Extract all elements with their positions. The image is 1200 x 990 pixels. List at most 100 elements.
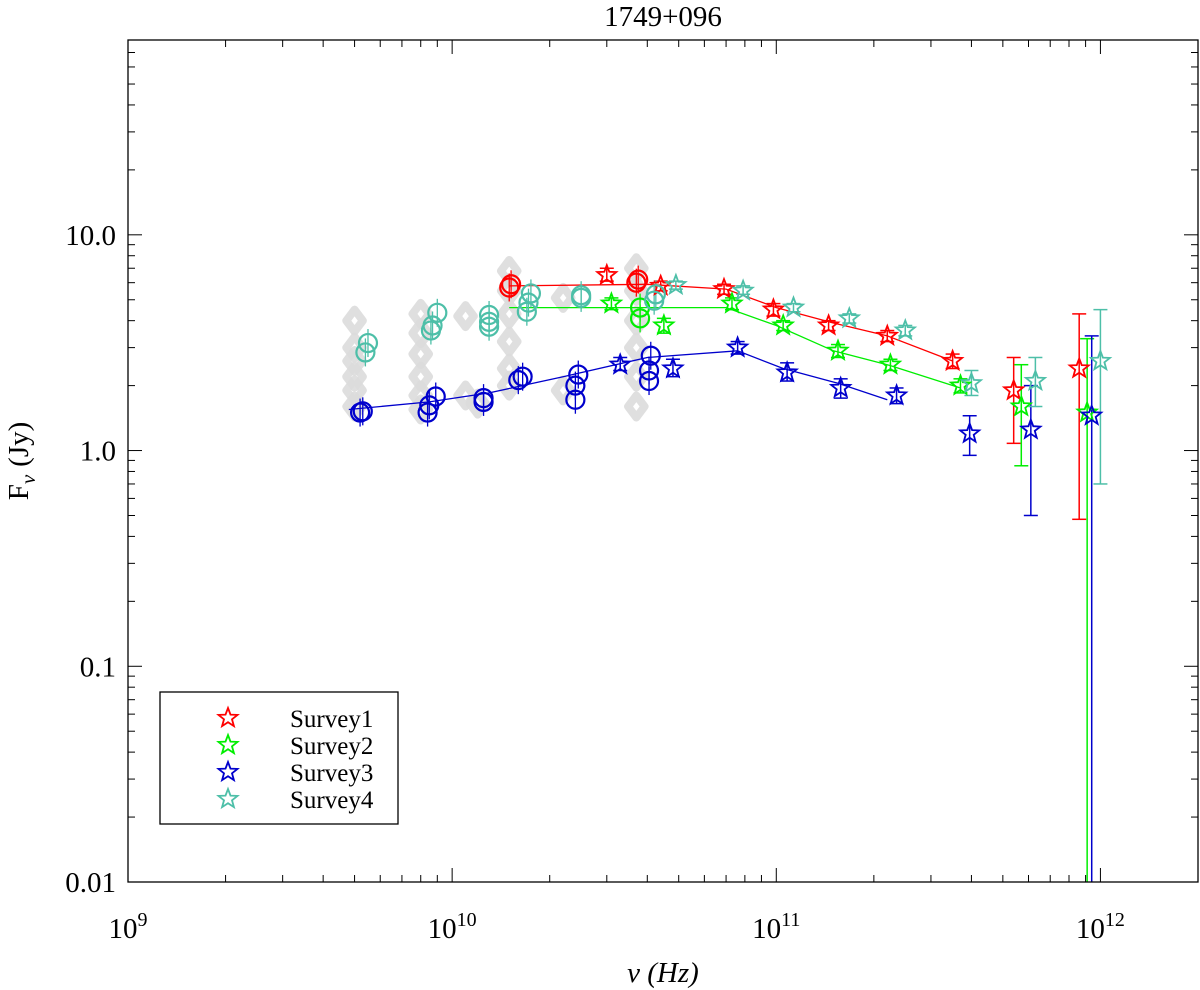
survey3-circle-point	[417, 402, 438, 423]
survey3-circle-point	[638, 360, 660, 381]
x-axis-label: ν (Hz)	[627, 957, 699, 989]
survey4-circle-point	[571, 285, 592, 306]
survey4-circle-point	[520, 283, 542, 304]
survey3-star-point	[775, 359, 800, 383]
y-label-subscript: ν	[16, 474, 40, 484]
legend-label-survey1: Survey1	[290, 706, 373, 733]
archival-diamond	[496, 326, 522, 357]
survey2-star-point	[771, 312, 796, 336]
y-tick-label: 0.1	[80, 651, 116, 683]
survey4-circle-point	[355, 342, 376, 363]
survey3-star-point	[660, 355, 685, 379]
survey1-circle-point	[500, 274, 522, 295]
legend-label-survey4: Survey4	[290, 787, 374, 814]
archival-diamond	[550, 375, 576, 406]
survey4-circle-point	[478, 304, 500, 326]
archival-diamond	[453, 380, 478, 411]
survey3-circle-point	[473, 388, 494, 409]
survey3-circle-point	[508, 370, 529, 391]
x-tick-base: 10	[428, 913, 457, 945]
archival-diamond	[453, 301, 478, 332]
survey3-star-point	[884, 382, 909, 406]
survey4-circle-point	[478, 311, 500, 332]
survey3-star-point	[608, 352, 633, 375]
survey3-circle-point	[352, 401, 373, 422]
survey2-circle-point	[629, 308, 651, 329]
survey4-star-point	[1023, 368, 1048, 392]
archival-diamond	[550, 282, 576, 313]
survey2-star-point	[720, 291, 744, 314]
survey3-circle-point	[425, 386, 446, 407]
survey4-star-point	[837, 305, 862, 329]
survey2-star-point	[1009, 393, 1034, 417]
y-label-unit: (Jy)	[3, 422, 35, 467]
legend-marker-survey4	[216, 786, 240, 810]
legend-box	[159, 691, 399, 825]
survey2-star-point	[599, 291, 624, 314]
survey3-circle-point	[565, 389, 586, 410]
survey1-star-point	[816, 312, 841, 336]
survey2-star-point	[826, 338, 850, 361]
survey1-circle-point	[628, 269, 649, 290]
y-tick-label: 1.0	[80, 436, 116, 468]
survey3-circle-point	[638, 370, 660, 392]
survey4-circle-point	[357, 332, 379, 354]
y-tick-label: 10.0	[65, 220, 116, 252]
survey3-circle-point	[512, 366, 533, 387]
x-tick-base: 10	[1076, 913, 1105, 945]
survey4-star-point	[781, 295, 806, 318]
survey3-star-point	[1079, 403, 1104, 426]
survey4-circle-point	[518, 292, 539, 313]
x-tick-label: 1011	[752, 909, 800, 945]
survey3-circle-point	[640, 345, 661, 366]
survey1-star-point	[712, 276, 737, 300]
survey1-star-point	[875, 323, 900, 347]
x-tick-label: 109	[109, 909, 148, 945]
chart-title: 1749+096	[604, 1, 722, 33]
legend-label-survey2: Survey2	[290, 733, 373, 760]
archival-diamond	[496, 298, 522, 329]
survey1-circle-point	[626, 272, 647, 293]
archival-diamond	[624, 361, 649, 392]
survey1-circle-point	[499, 277, 520, 298]
x-tick-base: 10	[109, 913, 138, 945]
legend-marker-survey3	[216, 759, 240, 783]
survey4-circle-point	[478, 316, 500, 337]
survey4-circle-point	[422, 315, 443, 336]
archival-diamond	[342, 305, 367, 336]
survey4-circle-point	[645, 284, 666, 305]
archival-diamond	[624, 391, 649, 422]
survey3-star-point	[725, 335, 750, 358]
survey4-star-point	[731, 278, 756, 301]
y-label-main: F	[3, 484, 35, 500]
survey4-star-point	[959, 370, 984, 394]
survey3-star-point	[957, 420, 982, 444]
survey4-star-point	[663, 272, 688, 296]
x-tick-exponent: 9	[138, 909, 148, 931]
x-tick-base: 10	[752, 913, 781, 945]
x-tick-label: 1012	[1076, 909, 1125, 945]
x-tick-exponent: 12	[1105, 909, 1125, 931]
x-tick-exponent: 10	[457, 909, 477, 931]
archival-diamond	[624, 332, 649, 363]
archival-diamond	[408, 394, 433, 425]
survey2-star-point	[948, 373, 973, 396]
archival-diamond	[342, 361, 367, 392]
survey4-circle-point	[516, 301, 537, 322]
survey4-star-point	[1088, 348, 1113, 372]
survey2-star-point	[651, 312, 676, 336]
survey4-star-point	[893, 317, 918, 341]
y-tick-label: 0.01	[65, 867, 116, 899]
survey3-fit-line	[348, 350, 888, 411]
x-tick-exponent: 11	[781, 909, 800, 931]
plot-frame	[127, 39, 1199, 883]
legend-label-survey3: Survey3	[290, 760, 373, 787]
y-axis-label: Fν (Jy)	[3, 422, 40, 501]
survey1-star-point	[761, 297, 786, 320]
survey2-star-point	[878, 352, 903, 375]
data-markers	[349, 262, 1113, 444]
error-bars	[359, 265, 1108, 882]
